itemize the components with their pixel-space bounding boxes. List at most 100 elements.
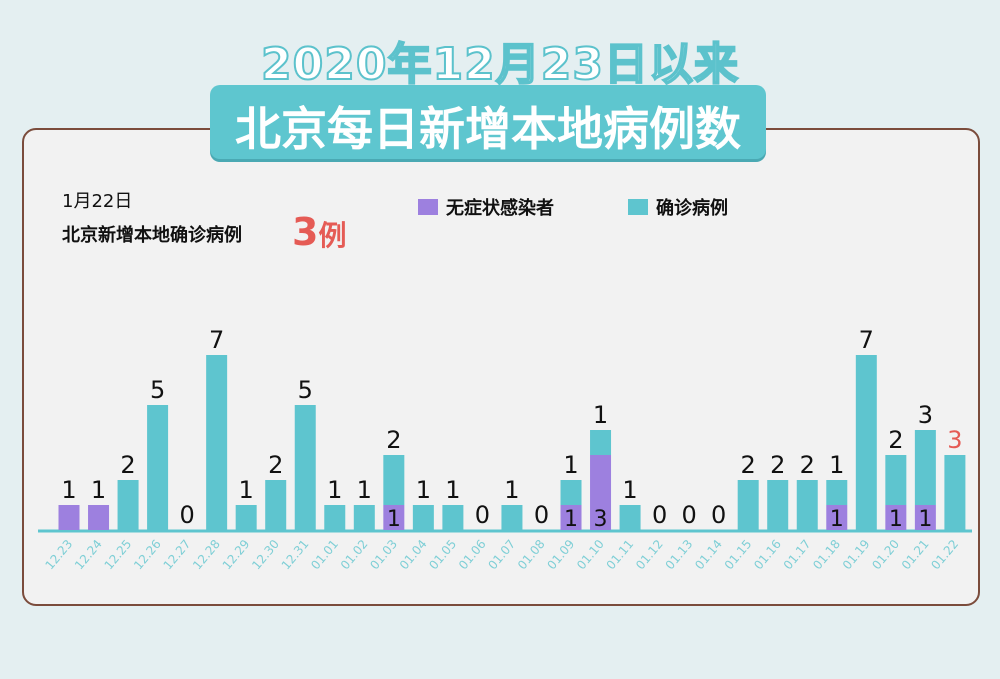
x-tick-label: 01.12 [633, 537, 666, 572]
data-label: 2 [268, 451, 283, 479]
data-label-asymptomatic: 1 [387, 507, 401, 532]
data-label: 3 [918, 401, 933, 429]
data-label: 1 [829, 451, 844, 479]
x-tick-label: 01.22 [928, 537, 961, 572]
x-tick-label: 12.30 [249, 537, 282, 572]
x-tick-label: 01.14 [692, 537, 725, 572]
x-tick-label: 01.05 [426, 537, 459, 572]
bar-confirmed [590, 430, 612, 455]
x-tick-label: 01.11 [604, 537, 637, 572]
x-tick-label: 01.08 [515, 537, 548, 572]
chart-card [22, 128, 980, 606]
x-tick-label: 01.03 [367, 537, 400, 572]
x-tick-label: 01.13 [663, 537, 696, 572]
bar-confirmed [914, 430, 936, 505]
bar-confirmed [442, 505, 464, 530]
bar-asymptomatic [560, 505, 582, 530]
x-tick-label: 12.23 [42, 537, 75, 572]
x-tick-label: 01.21 [899, 537, 932, 572]
x-tick-label: 12.24 [72, 537, 105, 572]
data-label-asymptomatic: 1 [889, 507, 903, 532]
bar-confirmed [235, 505, 257, 530]
x-tick-label: 01.18 [810, 537, 843, 572]
x-tick-label: 01.04 [397, 537, 430, 572]
data-label: 1 [416, 476, 431, 504]
x-tick-label: 12.28 [190, 537, 223, 572]
data-label-asymptomatic: 3 [594, 507, 608, 532]
data-label: 2 [770, 451, 785, 479]
data-label: 7 [859, 326, 874, 354]
x-tick-label: 12.26 [131, 537, 164, 572]
data-label: 1 [445, 476, 460, 504]
x-tick-label: 12.31 [279, 537, 312, 572]
summary-date: 1月22日 [62, 191, 133, 212]
data-label: 3 [947, 426, 962, 454]
data-label: 0 [179, 501, 194, 529]
data-label: 0 [475, 501, 490, 529]
x-tick-label: 01.07 [485, 537, 518, 572]
data-label: 1 [563, 451, 578, 479]
x-tick-label: 12.25 [102, 537, 135, 572]
bar-confirmed [885, 455, 907, 505]
bar-confirmed [855, 355, 877, 530]
x-tick-label: 12.29 [220, 537, 253, 572]
x-tick-label: 01.19 [840, 537, 873, 572]
bar-confirmed [353, 505, 375, 530]
x-tick-label: 01.20 [869, 537, 902, 572]
legend-label-confirmed: 确诊病例 [656, 198, 728, 219]
data-label: 0 [681, 501, 696, 529]
data-label: 1 [593, 401, 608, 429]
title-line2: 北京每日新增本地病例数 [235, 102, 741, 156]
data-label: 1 [239, 476, 254, 504]
legend-swatch-asymptomatic [418, 199, 438, 215]
data-label: 1 [357, 476, 372, 504]
bar-asymptomatic [88, 505, 110, 530]
bar-asymptomatic [826, 505, 848, 530]
bar-confirmed [412, 505, 434, 530]
bar-confirmed [767, 480, 789, 530]
bar-asymptomatic [590, 455, 612, 530]
data-label: 5 [150, 376, 165, 404]
bar-confirmed [737, 480, 759, 530]
summary-unit: 例 [318, 219, 347, 252]
bar-confirmed [826, 480, 848, 505]
data-label: 0 [711, 501, 726, 529]
bar-asymptomatic [914, 505, 936, 530]
data-label: 2 [888, 426, 903, 454]
data-label: 2 [120, 451, 135, 479]
data-label-asymptomatic: 1 [918, 507, 932, 532]
data-label-asymptomatic: 1 [564, 507, 578, 532]
bar-confirmed [383, 455, 405, 505]
x-tick-label: 12.27 [161, 537, 194, 572]
x-tick-label: 01.17 [781, 537, 814, 572]
x-tick-label: 01.16 [751, 537, 784, 572]
x-tick-label: 01.01 [308, 537, 341, 572]
legend-confirmed: 确诊病例 [628, 194, 728, 220]
bar-asymptomatic [58, 505, 80, 530]
data-label: 0 [534, 501, 549, 529]
legend-asymptomatic: 无症状感染者 [418, 194, 554, 220]
data-label: 1 [327, 476, 342, 504]
x-tick-label: 01.09 [544, 537, 577, 572]
bar-confirmed [796, 480, 818, 530]
legend-swatch-confirmed [628, 199, 648, 215]
bar-confirmed [324, 505, 346, 530]
data-label: 2 [741, 451, 756, 479]
bar-asymptomatic [885, 505, 907, 530]
data-label: 2 [800, 451, 815, 479]
bar-confirmed [265, 480, 287, 530]
data-label: 0 [652, 501, 667, 529]
data-label: 1 [61, 476, 76, 504]
title-line1: 2020年12月23日以来 [260, 38, 739, 91]
bar-confirmed [560, 480, 582, 505]
legend-label-asymptomatic: 无症状感染者 [446, 198, 554, 219]
bar-confirmed [501, 505, 523, 530]
x-tick-label: 01.15 [722, 537, 755, 572]
data-label: 1 [91, 476, 106, 504]
bar-asymptomatic [383, 505, 405, 530]
data-label-asymptomatic: 1 [830, 507, 844, 532]
summary-number: 3 [292, 210, 319, 254]
x-tick-label: 01.10 [574, 537, 607, 572]
data-label: 1 [622, 476, 637, 504]
